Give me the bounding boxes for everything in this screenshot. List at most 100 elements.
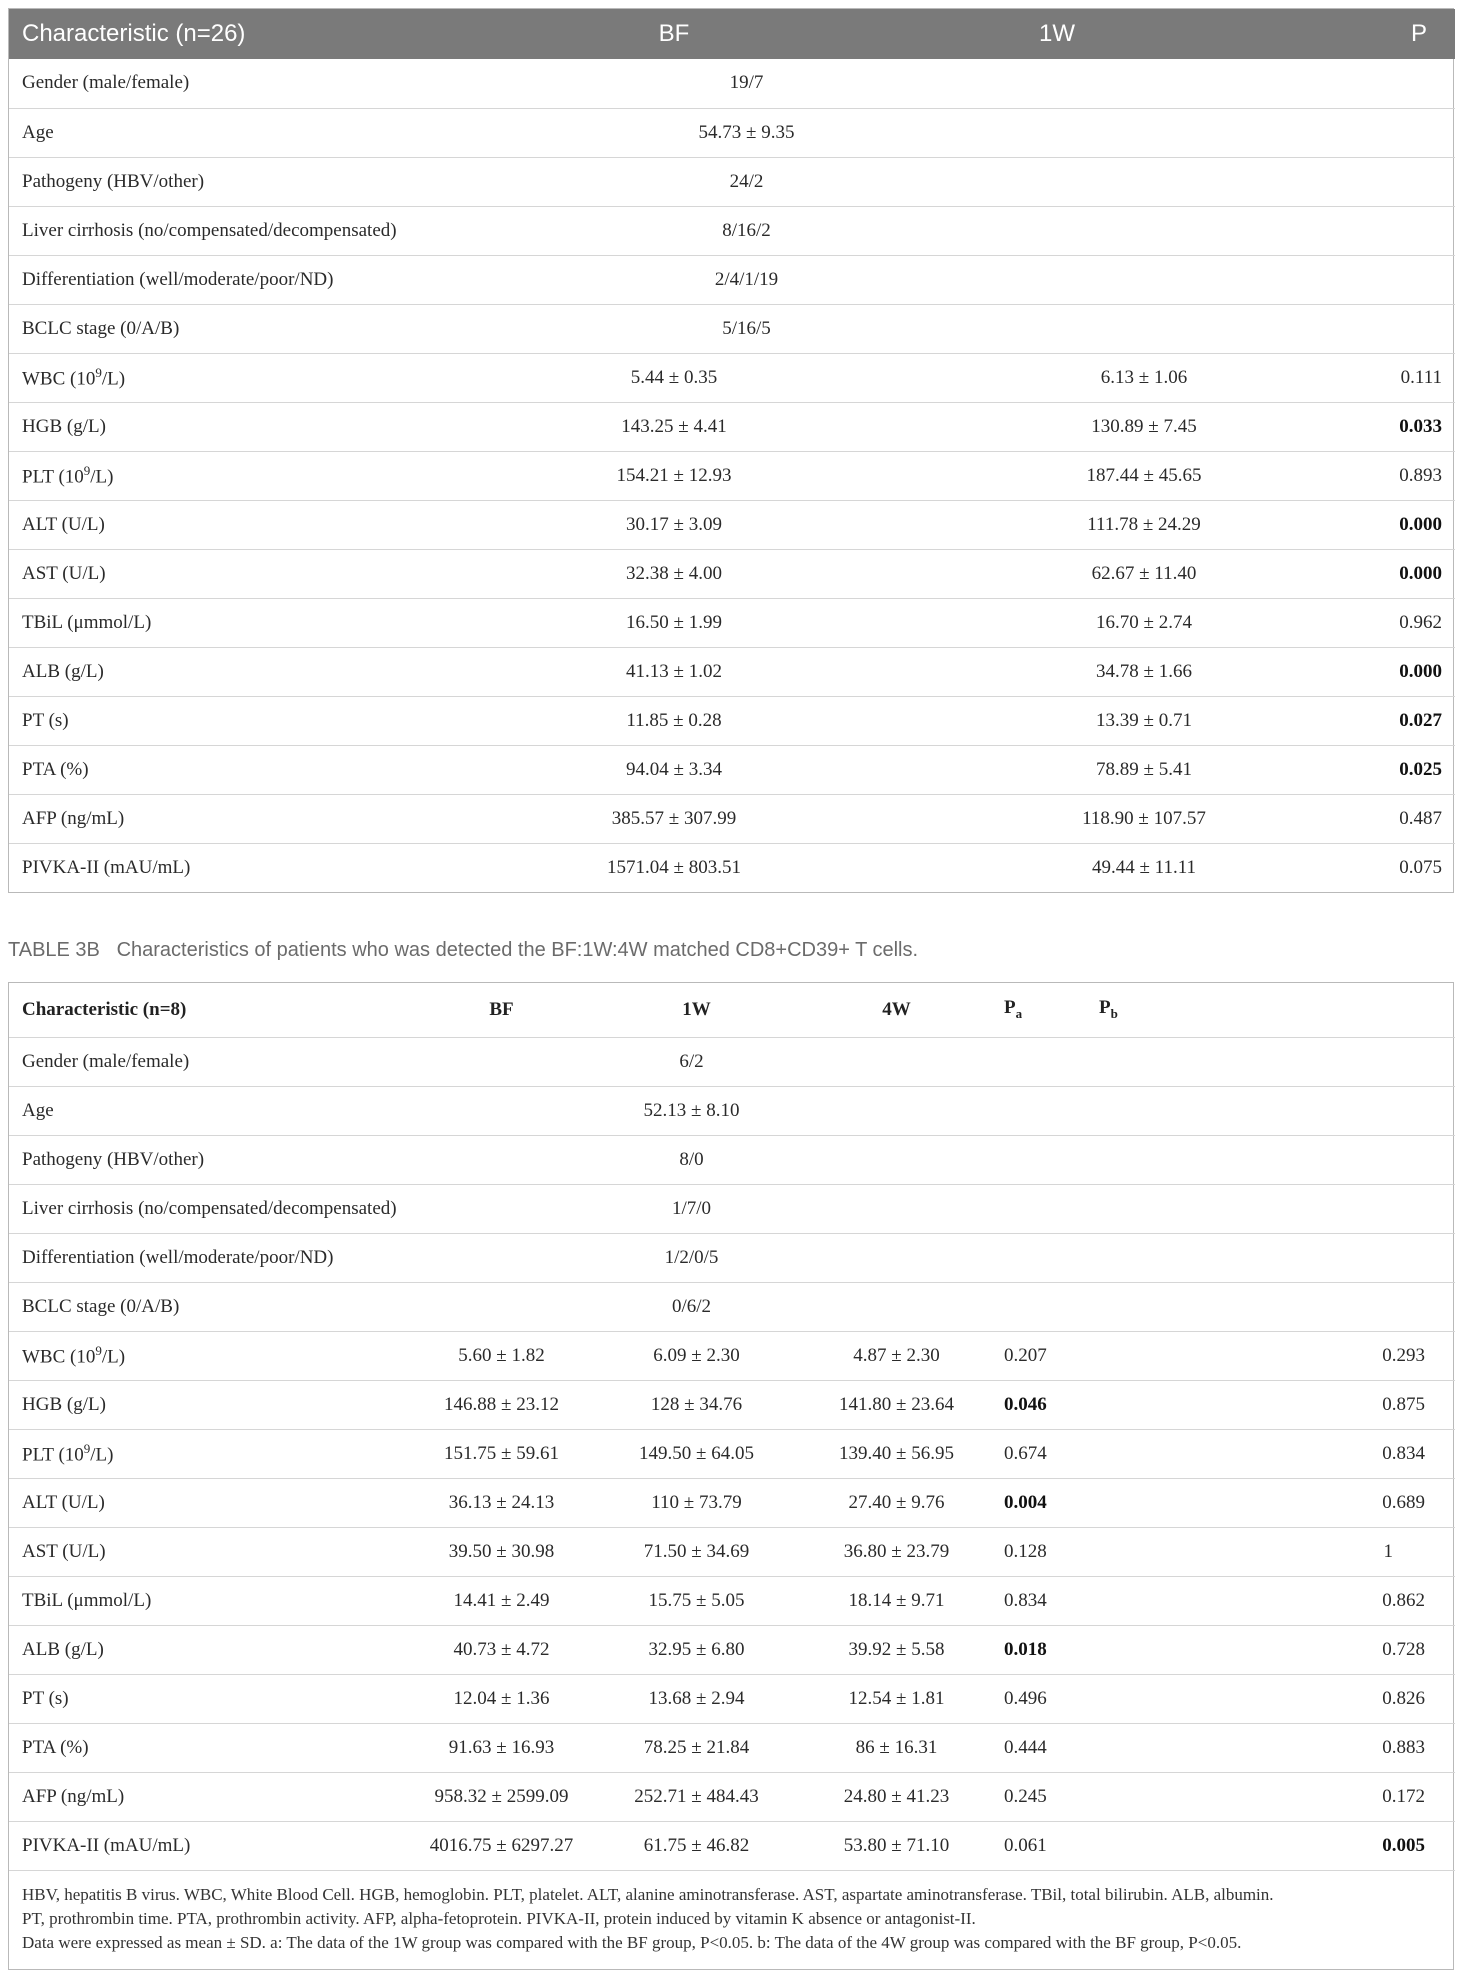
w1-value: 13.68 ± 2.94 [594,1674,799,1724]
table-row: Differentiation (well/moderate/poor/ND) 2… [9,255,1455,305]
table-row: PTA (%) 94.04 ± 3.34 78.89 ± 5.41 0.025 [9,745,1455,795]
table-row: AFP (ng/mL) 385.57 ± 307.99 118.90 ± 107.5… [9,794,1455,844]
header-characteristic: Characteristic (n=26) [9,9,504,59]
pb-value: 0.883 [1099,1723,1455,1773]
pb-value: 0.875 [1099,1380,1455,1430]
row-label: PT (s) [9,1674,389,1724]
w1-value: 118.90 ± 107.57 [994,794,1314,844]
p-value: 0.111 [1314,353,1455,403]
w4-value: 18.14 ± 9.71 [799,1576,994,1626]
pb-value: 0.862 [1099,1576,1455,1626]
row-label: Age [9,1086,389,1136]
table-row: ALB (g/L) 40.73 ± 4.72 32.95 ± 6.80 39.92 ±… [9,1625,1455,1675]
bf-value: 154.21 ± 12.93 [504,451,994,501]
p-value: 0.000 [1314,549,1455,599]
bf-value: 4016.75 ± 6297.27 [389,1821,594,1871]
table-row: Gender (male/female) 19/7 [9,59,1455,109]
p-value: 0.025 [1314,745,1455,795]
row-label: PIVKA-II (mAU/mL) [9,1821,389,1871]
pb-value [1099,1184,1455,1234]
row-label: Age [9,108,504,158]
table-row: Pathogeny (HBV/other) 8/0 [9,1135,1455,1185]
bf-value: 151.75 ± 59.61 [389,1429,594,1479]
merged-value: 24/2 [504,157,1314,207]
w1-value: 128 ± 34.76 [594,1380,799,1430]
table-row: HGB (g/L) 143.25 ± 4.41 130.89 ± 7.45 0.033 [9,402,1455,452]
row-label: TBiL (μmmol/L) [9,1576,389,1626]
row-label: Liver cirrhosis (no/compensated/decompen… [9,1184,397,1234]
table-row: ALT (U/L) 30.17 ± 3.09 111.78 ± 24.29 0.000 [9,500,1455,550]
table-row: PIVKA-II (mAU/mL) 4016.75 ± 6297.27 61.75 … [9,1821,1455,1871]
bf-value: 5.44 ± 0.35 [504,353,994,403]
table-row: AST (U/L) 32.38 ± 4.00 62.67 ± 11.40 0.000 [9,549,1455,599]
table-row: PTA (%) 91.63 ± 16.93 78.25 ± 21.84 86 ± 16… [9,1723,1455,1773]
table-row: PLT (109/L) 151.75 ± 59.61 149.50 ± 64.05 1… [9,1429,1455,1479]
p-value [1314,206,1455,256]
w1-value: 149.50 ± 64.05 [594,1429,799,1479]
bf-value: 14.41 ± 2.49 [389,1576,594,1626]
row-label: TBiL (μmmol/L) [9,598,504,648]
w4-value: 39.92 ± 5.58 [799,1625,994,1675]
p-value: 0.962 [1314,598,1455,648]
w1-value: 6.13 ± 1.06 [994,353,1314,403]
row-label: AFP (ng/mL) [9,1772,389,1822]
p-value: 0.000 [1314,647,1455,697]
bf-value: 30.17 ± 3.09 [504,500,994,550]
table-3a: Characteristic (n=26) BF 1W P Gender (ma… [8,8,1455,893]
bf-value: 40.73 ± 4.72 [389,1625,594,1675]
merged-value: 1/2/0/5 [389,1233,994,1283]
table-row: Liver cirrhosis (no/compensated/decompen… [9,1184,1455,1234]
w4-value: 141.80 ± 23.64 [799,1380,994,1430]
w1-value: 130.89 ± 7.45 [994,402,1314,452]
bf-value: 146.88 ± 23.12 [389,1380,594,1430]
merged-value: 2/4/1/19 [504,255,1314,305]
pa-value: 0.018 [994,1625,1099,1675]
w1-value: 252.71 ± 484.43 [594,1772,799,1822]
w4-value: 24.80 ± 41.23 [799,1772,994,1822]
w4-value: 27.40 ± 9.76 [799,1478,994,1528]
row-label: PLT (109/L) [9,451,504,501]
p-value [1314,304,1455,354]
w1-value: 61.75 ± 46.82 [594,1821,799,1871]
table-row: Age 54.73 ± 9.35 [9,108,1455,158]
w4-value: 36.80 ± 23.79 [799,1527,994,1577]
table-row: HGB (g/L) 146.88 ± 23.12 128 ± 34.76 141.80… [9,1380,1455,1430]
pb-value [1099,1086,1455,1136]
row-label: ALB (g/L) [9,647,504,697]
w1-value: 49.44 ± 11.11 [1091,856,1197,878]
w1-value: 15.75 ± 5.05 [594,1576,799,1626]
row-label: BCLC stage (0/A/B) [9,1282,389,1332]
merged-value: 52.13 ± 8.10 [389,1086,994,1136]
pa-value: 0.245 [994,1772,1099,1822]
table-row: WBC (109/L) 5.44 ± 0.35 6.13 ± 1.06 0.111 [9,353,1455,403]
row-label: BCLC stage (0/A/B) [9,304,504,354]
caption-label: TABLE 3B [8,939,100,961]
pb-value: 0.728 [1099,1625,1455,1675]
bf-value: 32.38 ± 4.00 [504,549,994,599]
pa-value: 0.834 [994,1576,1099,1626]
pa-value: 0.128 [994,1527,1099,1577]
bf-value: 1571.04 ± 803.51 [607,856,741,878]
p-value [1314,108,1455,158]
pa-value [994,1037,1099,1087]
table-row: ALB (g/L) 41.13 ± 1.02 34.78 ± 1.66 0.000 [9,647,1455,697]
bf-value: 143.25 ± 4.41 [504,402,994,452]
w1-value: 78.25 ± 21.84 [594,1723,799,1773]
table-row: PT (s) 11.85 ± 0.28 13.39 ± 0.71 0.027 [9,696,1455,746]
footnote-line: Data were expressed as mean ± SD. a: The… [22,1932,1242,1952]
bf-value: 39.50 ± 30.98 [389,1527,594,1577]
table-3b-caption: TABLE 3B Characteristics of patients who… [8,939,918,962]
row-label: ALT (U/L) [9,1478,389,1528]
pa-value: 0.004 [994,1478,1099,1528]
table-row: Differentiation (well/moderate/poor/ND) 1… [9,1233,1455,1283]
p-value: 0.893 [1314,451,1455,501]
w1-value: 71.50 ± 34.69 [594,1527,799,1577]
pb-value [1099,1037,1455,1087]
bf-value: 91.63 ± 16.93 [389,1723,594,1773]
table-row: TBiL (μmmol/L) 14.41 ± 2.49 15.75 ± 5.05 18… [9,1576,1455,1626]
footnote-line: HBV, hepatitis B virus. WBC, White Blood… [22,1884,1274,1904]
row-label: ALB (g/L) [9,1625,389,1675]
w1-value: 110 ± 73.79 [594,1478,799,1528]
w4-value: 139.40 ± 56.95 [799,1429,994,1479]
pa-value: 0.207 [994,1331,1099,1381]
